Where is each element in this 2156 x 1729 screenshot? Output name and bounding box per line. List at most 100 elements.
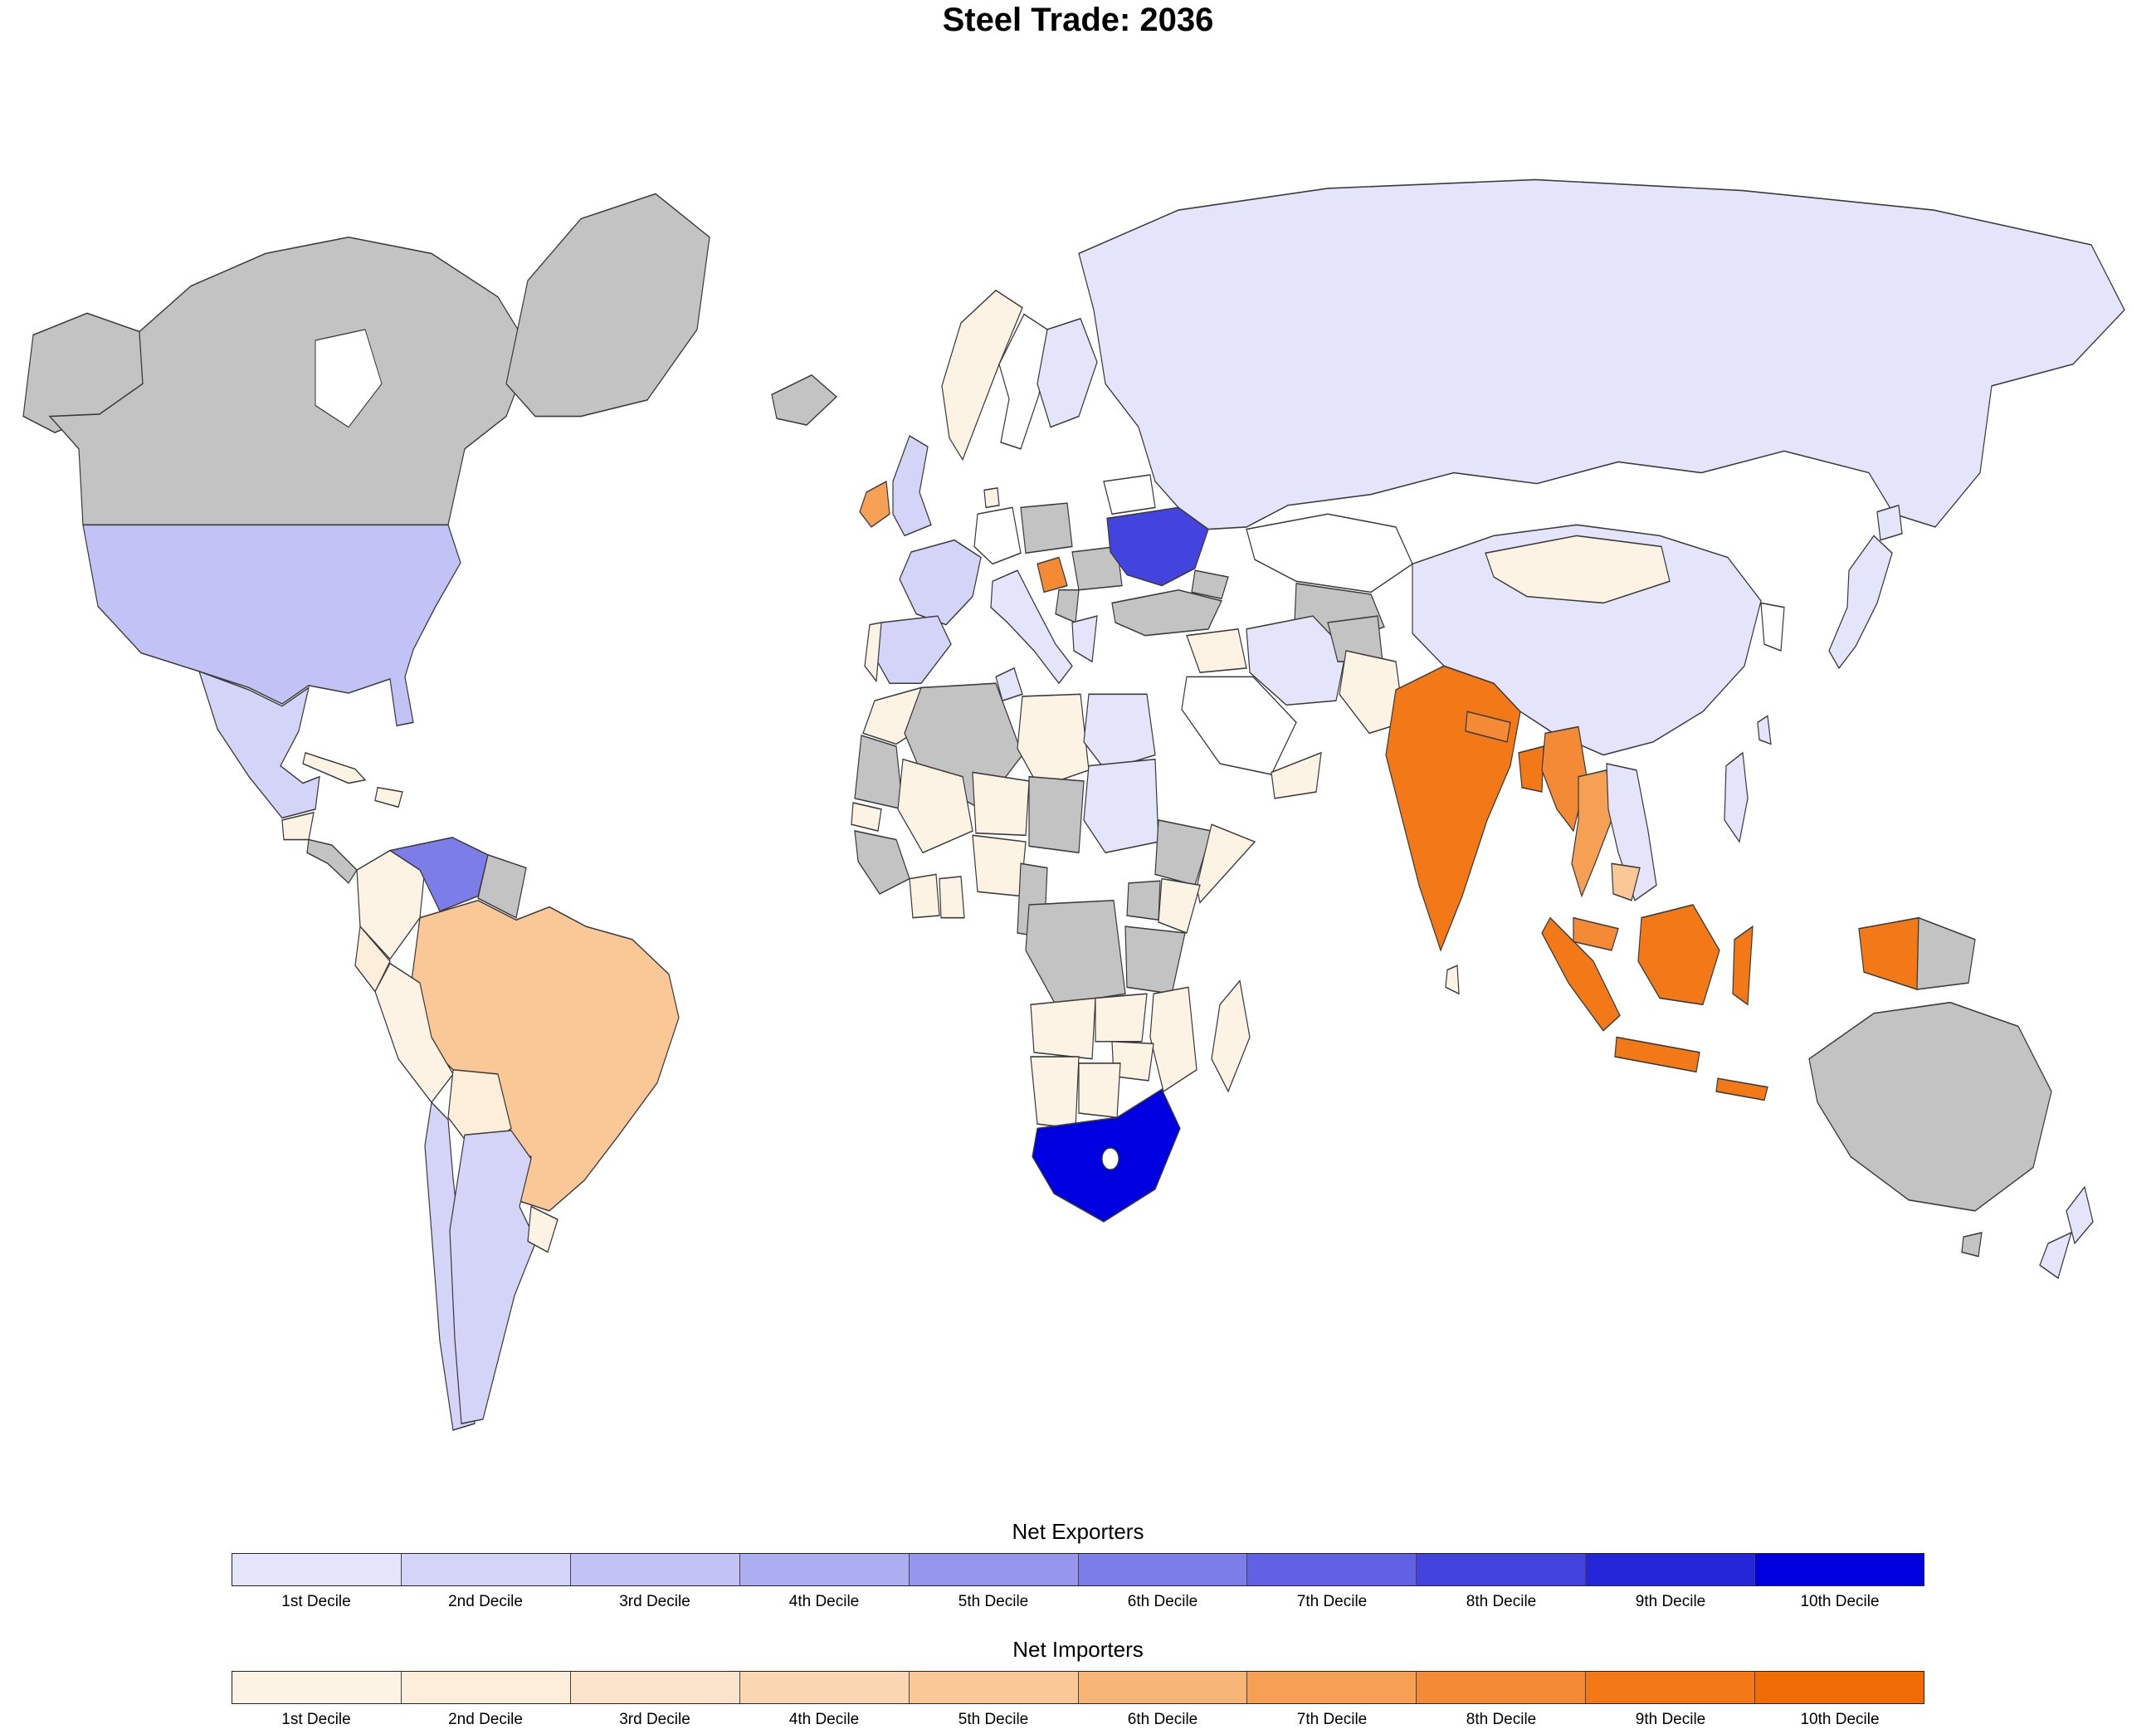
country-vietnam — [1606, 763, 1657, 901]
country-indonesia-sulawesi — [1732, 925, 1754, 1006]
country-poland — [1020, 502, 1073, 554]
legend-decile-label: 1st Decile — [281, 1711, 351, 1728]
country-ireland — [859, 480, 890, 528]
country-uganda — [1126, 880, 1161, 921]
exporters-colorbar — [232, 1553, 1924, 1586]
country-balkans — [1055, 589, 1080, 624]
legend-cell — [569, 1672, 739, 1703]
country-uruguay — [527, 1205, 559, 1253]
country-belarus — [1103, 474, 1156, 515]
country-guyanas — [477, 853, 527, 919]
country-romania — [1071, 545, 1123, 591]
country-turkey — [1111, 589, 1222, 637]
country-ukraine — [1106, 506, 1209, 587]
country-angola — [1030, 997, 1096, 1060]
country-south-korea — [1760, 602, 1785, 652]
country-lesotho — [1101, 1147, 1119, 1170]
country-mozambique — [1149, 986, 1198, 1093]
country-sudan — [1083, 758, 1159, 854]
country-canada — [48, 236, 532, 526]
legend-cell — [232, 1554, 401, 1585]
legend-decile-label: 8th Decile — [1466, 1593, 1537, 1610]
legend-cell — [1246, 1554, 1417, 1585]
legend-decile-label: 1st Decile — [281, 1593, 351, 1610]
world-map-svg — [22, 178, 2125, 1431]
legend-decile-label: 10th Decile — [1800, 1711, 1880, 1728]
importers-labels: 1st Decile 2nd Decile 3rd Decile 4th Decile… — [232, 1711, 1924, 1729]
country-new-zealand-north — [2066, 1185, 2094, 1245]
country-iceland — [771, 374, 838, 426]
country-croatia — [1037, 556, 1068, 593]
country-zambia — [1095, 993, 1148, 1043]
legend-cell — [400, 1672, 570, 1703]
legend-decile-label: 3rd Decile — [619, 1593, 690, 1610]
country-nepal — [1465, 711, 1511, 743]
legend-decile-label: 10th Decile — [1800, 1593, 1880, 1610]
country-yemen-oman — [1271, 751, 1322, 799]
legend-cell — [569, 1554, 739, 1585]
country-libya — [1017, 693, 1090, 789]
importers-colorbar — [232, 1671, 1924, 1704]
country-spain — [871, 615, 952, 685]
country-niger — [972, 771, 1030, 837]
legend-cell — [1416, 1672, 1586, 1703]
country-usa — [82, 524, 461, 727]
legend-cell — [1585, 1672, 1755, 1703]
country-india — [1385, 665, 1521, 952]
legend-decile-label: 3rd Decile — [619, 1711, 690, 1728]
country-malaysia — [1573, 916, 1619, 951]
country-tasmania — [1961, 1231, 1983, 1258]
country-tanzania — [1124, 926, 1186, 995]
country-uk — [892, 435, 932, 537]
country-russia — [1078, 178, 2125, 530]
country-finland — [1037, 317, 1098, 428]
country-ghana — [939, 876, 965, 919]
country-iran — [1246, 615, 1347, 706]
world-map — [0, 58, 2156, 1469]
country-guinea-region — [854, 830, 910, 895]
legend-decile-label: 2nd Decile — [448, 1711, 523, 1728]
country-greenland — [505, 193, 710, 418]
legend-exporters-title: Net Exporters — [1012, 1519, 1144, 1544]
legend-decile-label: 8th Decile — [1466, 1711, 1537, 1728]
legend-decile-label: 7th Decile — [1296, 1593, 1368, 1610]
legend-cell — [1077, 1672, 1247, 1703]
country-mexico — [198, 670, 320, 819]
country-indonesia-java — [1614, 1036, 1700, 1073]
legend-cell — [1416, 1554, 1586, 1585]
legend-decile-label: 7th Decile — [1296, 1711, 1368, 1728]
country-china — [1412, 524, 1762, 756]
country-indonesia-lesser-sunda — [1715, 1077, 1768, 1101]
country-australia — [1808, 1001, 2052, 1212]
country-namibia — [1030, 1056, 1080, 1130]
legend-cell — [1077, 1554, 1247, 1585]
country-hispaniola — [374, 786, 403, 808]
country-pakistan — [1339, 650, 1405, 735]
legend-decile-label: 5th Decile — [958, 1711, 1029, 1728]
legend-cell — [908, 1672, 1078, 1703]
country-madagascar — [1211, 979, 1251, 1093]
country-sri-lanka — [1445, 965, 1460, 995]
country-peru — [374, 962, 454, 1104]
legend-decile-label: 5th Decile — [958, 1593, 1029, 1610]
legend-cell — [1246, 1672, 1417, 1703]
country-mali — [897, 758, 973, 854]
country-tunisia — [995, 667, 1023, 702]
country-central-america — [306, 838, 358, 884]
country-new-zealand-south — [2039, 1231, 2073, 1279]
country-japan-hokkaido — [1876, 504, 1903, 541]
legend-cell — [1754, 1554, 1924, 1585]
legend-importers: Net Importers 1st Decile 2nd Decile 3rd De… — [232, 1637, 1924, 1729]
country-greece — [1071, 615, 1098, 663]
country-botswana — [1078, 1062, 1121, 1119]
page-title: Steel Trade: 2036 — [942, 2, 1214, 38]
country-nigeria — [972, 834, 1027, 897]
legend-cell — [1585, 1554, 1755, 1585]
legend-decile-label: 9th Decile — [1635, 1711, 1706, 1728]
country-portugal — [864, 622, 882, 683]
legend-cell — [1754, 1672, 1924, 1703]
hudson-bay — [315, 329, 383, 428]
country-kenya — [1158, 877, 1201, 934]
country-mongolia — [1485, 535, 1671, 604]
